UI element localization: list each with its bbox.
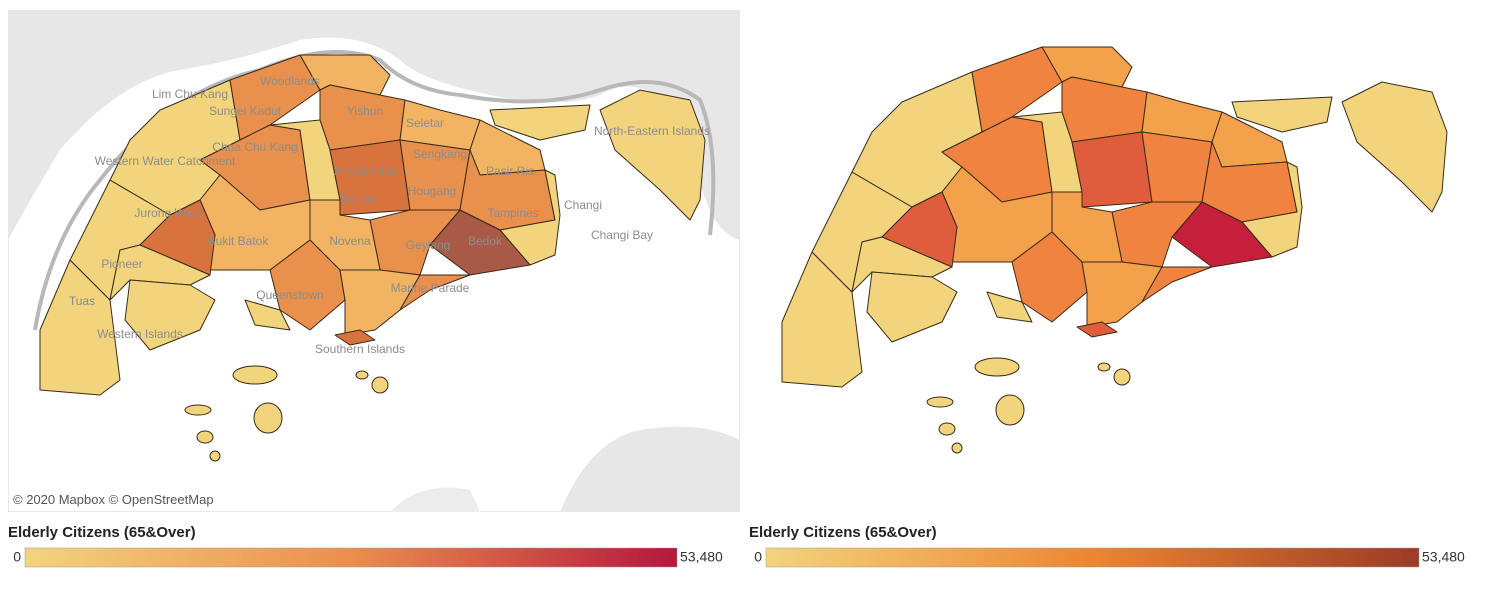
place-label: Southern Islands [315, 342, 405, 356]
legend-color-ramp [765, 547, 1420, 568]
place-label: Ang Mo Kio [334, 164, 396, 178]
place-label: Woodlands [260, 74, 320, 88]
place-label: Pioneer [101, 257, 142, 271]
place-label: Bukit Batok [208, 234, 270, 248]
legend-max: 53,480 [1422, 549, 1465, 565]
place-label: Tuas [69, 294, 95, 308]
map-right [781, 46, 1448, 454]
place-label: Pasir Ris [486, 164, 534, 178]
place-label: Marine Parade [391, 281, 470, 295]
place-label: Bedok [468, 234, 503, 248]
legends: Elderly Citizens (65&Over) 0 53,480 Elderly… [8, 524, 1465, 568]
place-label: Choa Chu Kang [212, 140, 297, 154]
place-label: Novena [329, 234, 371, 248]
place-label: Queenstown [256, 288, 323, 302]
place-label: Yishun [347, 104, 383, 118]
place-label: Lim Chu Kang [152, 87, 228, 101]
place-label: Sungei Kadut [209, 104, 282, 118]
place-label: Tampines [487, 206, 538, 220]
legend-max: 53,480 [680, 549, 723, 565]
legend-min: 0 [13, 549, 21, 565]
place-labels: Lim Chu Kang Woodlands Sungei Kadut Yish… [69, 74, 710, 356]
place-label: Hougang [408, 184, 457, 198]
place-label: Western Islands [97, 327, 183, 341]
place-label: Changi [564, 198, 602, 212]
place-label: Geylang [406, 238, 451, 252]
place-label: North-Eastern Islands [594, 124, 710, 138]
place-label: Jurong West [134, 206, 202, 220]
place-label: Western Water Catchment [95, 154, 236, 168]
place-label: Seletar [406, 116, 444, 130]
legend-title: Elderly Citizens (65&Over) [749, 524, 937, 541]
place-label: Sengkang [413, 147, 467, 161]
legend-color-ramp [24, 547, 678, 568]
legend-title: Elderly Citizens (65&Over) [8, 524, 196, 541]
legend-min: 0 [754, 549, 762, 565]
place-label: Changi Bay [591, 228, 653, 242]
attribution: © 2020 Mapbox © OpenStreetMap [13, 492, 214, 507]
place-label: Bishan [340, 192, 377, 206]
